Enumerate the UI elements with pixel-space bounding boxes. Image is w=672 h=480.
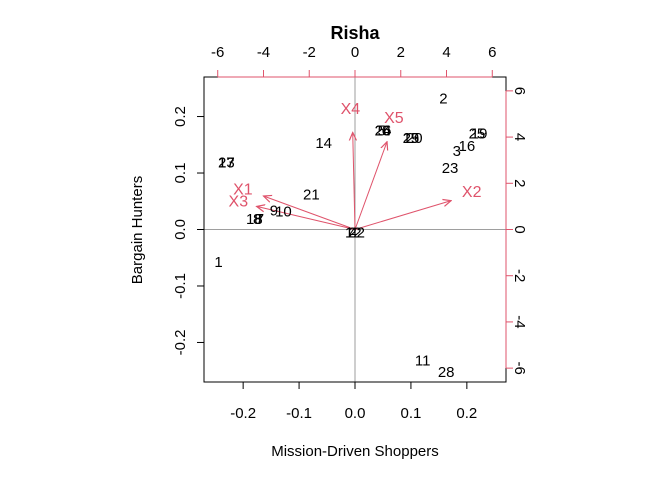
observation-label: 23 xyxy=(442,160,459,177)
loading-arrows: X1 X2 X3 X4 X5 xyxy=(229,101,482,230)
loading-arrow-x3 xyxy=(257,206,356,230)
top-axis: -6 -4 -2 0 2 4 6 xyxy=(211,44,496,78)
top-tick-label: 4 xyxy=(442,44,450,61)
observation-label: 9 xyxy=(270,202,278,219)
bottom-axis: -0.2 -0.1 0.0 0.1 0.2 xyxy=(230,381,477,422)
top-tick-label: -6 xyxy=(211,44,224,61)
observation-label: 24 xyxy=(375,123,392,140)
observation-label: 17 xyxy=(218,154,235,171)
loading-label-x2: X2 xyxy=(462,184,482,201)
observation-label: 1 xyxy=(214,254,222,271)
observation-label: 11 xyxy=(415,353,431,370)
observation-label: 22 xyxy=(348,224,365,241)
observation-label: 28 xyxy=(438,364,455,381)
loading-arrow-x4 xyxy=(353,132,355,230)
observation-label: 21 xyxy=(303,187,320,204)
observation-label: 8 xyxy=(253,211,261,228)
loading-arrow-x5 xyxy=(354,142,387,230)
loading-arrow-x1 xyxy=(263,196,356,230)
loading-arrow-x2 xyxy=(354,201,451,230)
loading-label-x3: X3 xyxy=(229,193,249,210)
top-tick-label: 2 xyxy=(397,44,405,61)
right-tick-label: -2 xyxy=(511,269,528,282)
observation-label: 29 xyxy=(403,130,420,147)
y-axis-label: Bargain Hunters xyxy=(129,176,146,284)
x-tick-label: -0.1 xyxy=(286,405,312,422)
observation-label: 12 xyxy=(345,224,362,241)
top-tick-label: -2 xyxy=(303,44,316,61)
right-tick-label: 0 xyxy=(511,225,528,233)
observation-label: 25 xyxy=(469,126,486,143)
y-tick-label: -0.2 xyxy=(172,330,189,356)
right-axis: -6 -4 -2 0 2 4 6 xyxy=(505,87,528,375)
observation-label: 6 xyxy=(382,123,390,140)
loading-label-x5: X5 xyxy=(384,110,404,127)
y-tick-label: 0.2 xyxy=(172,106,189,127)
left-axis: -0.2 -0.1 0.0 0.1 0.2 xyxy=(172,106,205,356)
y-tick-label: 0.0 xyxy=(172,219,189,240)
observation-label: 4 xyxy=(349,224,357,241)
observation-label: 14 xyxy=(315,135,332,152)
top-tick-label: 6 xyxy=(488,44,496,61)
right-tick-label: 6 xyxy=(511,87,528,95)
observation-label: 18 xyxy=(246,211,263,228)
top-tick-label: 0 xyxy=(351,44,359,61)
loading-label-x1: X1 xyxy=(233,182,253,199)
observation-label: 2 xyxy=(439,91,447,108)
observation-label: 27 xyxy=(218,154,235,171)
observation-label: 13 xyxy=(218,154,235,171)
observation-label: 15 xyxy=(403,130,420,147)
loading-label-x4: X4 xyxy=(341,101,361,118)
right-tick-label: 2 xyxy=(511,179,528,187)
observation-label: 19 xyxy=(471,126,488,143)
x-tick-label: 0.1 xyxy=(400,405,421,422)
right-tick-label: 4 xyxy=(511,133,528,141)
y-tick-label: 0.1 xyxy=(172,163,189,184)
chart-title: Risha xyxy=(330,23,380,43)
top-tick-label: -4 xyxy=(257,44,270,61)
right-tick-label: -4 xyxy=(511,315,528,328)
right-tick-label: -6 xyxy=(511,361,528,374)
observation-label: 26 xyxy=(375,123,392,140)
y-tick-label: -0.1 xyxy=(172,273,189,299)
x-axis-label: Mission-Driven Shoppers xyxy=(271,443,439,460)
x-tick-label: -0.2 xyxy=(230,405,256,422)
observation-label: 20 xyxy=(406,130,423,147)
observation-label: 5 xyxy=(378,123,386,140)
observation-label: 3 xyxy=(453,143,461,160)
observation-label: 7 xyxy=(256,211,264,228)
x-tick-label: 0.2 xyxy=(456,405,477,422)
observation-label: 16 xyxy=(459,138,476,155)
x-tick-label: 0.0 xyxy=(345,405,366,422)
observation-label: 10 xyxy=(275,203,292,220)
